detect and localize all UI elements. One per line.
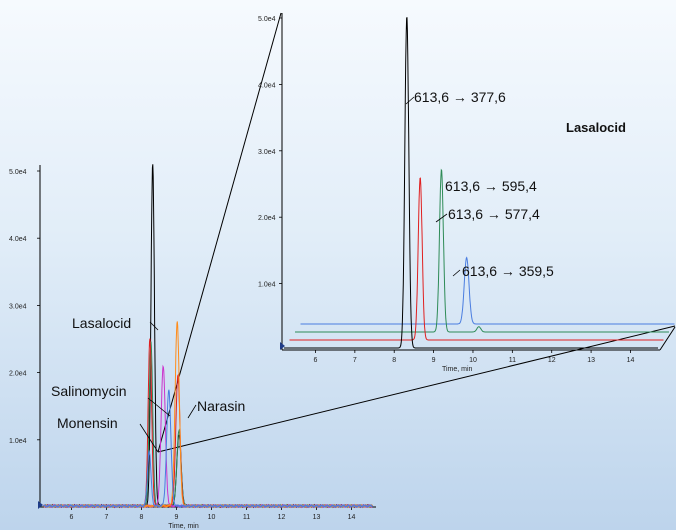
overview-traces bbox=[43, 164, 373, 509]
overview-x-tick-label: 14 bbox=[348, 514, 356, 521]
inset-x-tick-label: 9 bbox=[432, 357, 436, 364]
overview-y-tick-label: 2.0e4 bbox=[9, 371, 27, 378]
label-salinomycin: Salinomycin bbox=[51, 383, 126, 399]
inset-traces bbox=[284, 17, 675, 349]
overview-trace-6 bbox=[43, 389, 373, 509]
inset-axis-marker bbox=[280, 342, 285, 350]
transition-377-leader bbox=[405, 96, 415, 105]
label-monensin: Monensin bbox=[57, 415, 118, 431]
inset-x-tick-label: 8 bbox=[392, 357, 396, 364]
overview-x-tick-label: 7 bbox=[105, 514, 109, 521]
transition-377-label: 613,6 → 377,6 bbox=[414, 89, 506, 105]
zoom-connector-bottom bbox=[157, 325, 676, 453]
inset-x-tick-label: 11 bbox=[509, 357, 516, 364]
inset-x-axis-label: Time, min bbox=[442, 366, 473, 373]
inset-x-tick-label: 13 bbox=[587, 357, 595, 364]
narasin-leader bbox=[187, 404, 197, 419]
overview-x-tick-label: 11 bbox=[243, 514, 250, 521]
inset-trace-2 bbox=[289, 177, 664, 341]
inset-trace-3 bbox=[295, 168, 669, 333]
overview-y-axis: 1.0e4 2.0e4 3.0e4 4.0e4 5.0e4 bbox=[9, 165, 41, 507]
inset-title: Lasalocid bbox=[566, 120, 626, 135]
overview-y-tick-label: 5.0e4 bbox=[9, 169, 27, 176]
transition-labels: 613,6 → 377,6 613,6 → 595,4 613,6 → 577,… bbox=[405, 89, 554, 279]
overview-y-tick-label: 4.0e4 bbox=[9, 236, 27, 243]
inset-x-tick-label: 6 bbox=[314, 357, 318, 364]
inset-y-axis: 1.0e4 2.0e4 3.0e4 4.0e4 5.0e4 bbox=[258, 13, 283, 350]
overview-x-tick-label: 13 bbox=[313, 514, 321, 521]
inset-y-tick-label: 1.0e4 bbox=[258, 282, 276, 289]
inset-x-axis: 6 7 8 9 10 11 12 13 14 bbox=[282, 326, 676, 364]
transition-359-leader bbox=[452, 269, 461, 277]
overview-annotations: Lasalocid Salinomycin Monensin Narasin bbox=[51, 315, 245, 453]
label-narasin: Narasin bbox=[197, 398, 245, 414]
overview-x-tick-label: 12 bbox=[278, 514, 286, 521]
zoom-connector-top bbox=[157, 12, 282, 453]
inset-y-tick-label: 4.0e4 bbox=[258, 82, 276, 89]
overview-x-axis: 6 7 8 9 10 11 12 13 14 bbox=[40, 506, 376, 521]
inset-trace-1 bbox=[284, 17, 658, 349]
lasalocid-leader bbox=[149, 321, 159, 331]
overview-chart: 1.0e4 2.0e4 3.0e4 4.0e4 5.0e4 6 7 8 9 10 11 12 13 14… bbox=[9, 164, 376, 530]
transition-577-label: 613,6 → 577,4 bbox=[448, 206, 540, 222]
overview-trace-1 bbox=[43, 164, 373, 509]
overview-x-tick-label: 10 bbox=[208, 514, 216, 521]
overview-y-tick-label: 1.0e4 bbox=[9, 438, 27, 445]
transition-359-label: 613,6 → 359,5 bbox=[462, 263, 554, 279]
salinomycin-leader bbox=[147, 397, 171, 417]
inset-y-tick-label: 2.0e4 bbox=[258, 215, 276, 222]
transition-577-leader bbox=[435, 213, 448, 223]
transition-595-label: 613,6 → 595,4 bbox=[445, 178, 537, 194]
overview-x-tick-label: 6 bbox=[70, 514, 74, 521]
overview-axis-marker bbox=[38, 501, 43, 509]
overview-x-axis-label: Time, min bbox=[168, 523, 199, 530]
inset-x-tick-label: 10 bbox=[469, 357, 477, 364]
inset-x-tick-label: 12 bbox=[548, 357, 556, 364]
inset-y-tick-label: 3.0e4 bbox=[258, 149, 276, 156]
label-lasalocid: Lasalocid bbox=[72, 315, 131, 331]
overview-x-tick-label: 8 bbox=[140, 514, 144, 521]
inset-x-tick-label: 7 bbox=[353, 357, 357, 364]
inset-chart: 1.0e4 2.0e4 3.0e4 4.0e4 5.0e4 6 7 8 9 10 11 12 13 14… bbox=[258, 13, 676, 373]
overview-y-tick-label: 3.0e4 bbox=[9, 303, 27, 310]
monensin-leader bbox=[139, 423, 159, 453]
inset-trace-4 bbox=[300, 256, 675, 325]
inset-x-tick-label: 14 bbox=[627, 357, 635, 364]
inset-y-tick-label: 5.0e4 bbox=[258, 16, 276, 23]
overview-x-tick-label: 9 bbox=[175, 514, 179, 521]
